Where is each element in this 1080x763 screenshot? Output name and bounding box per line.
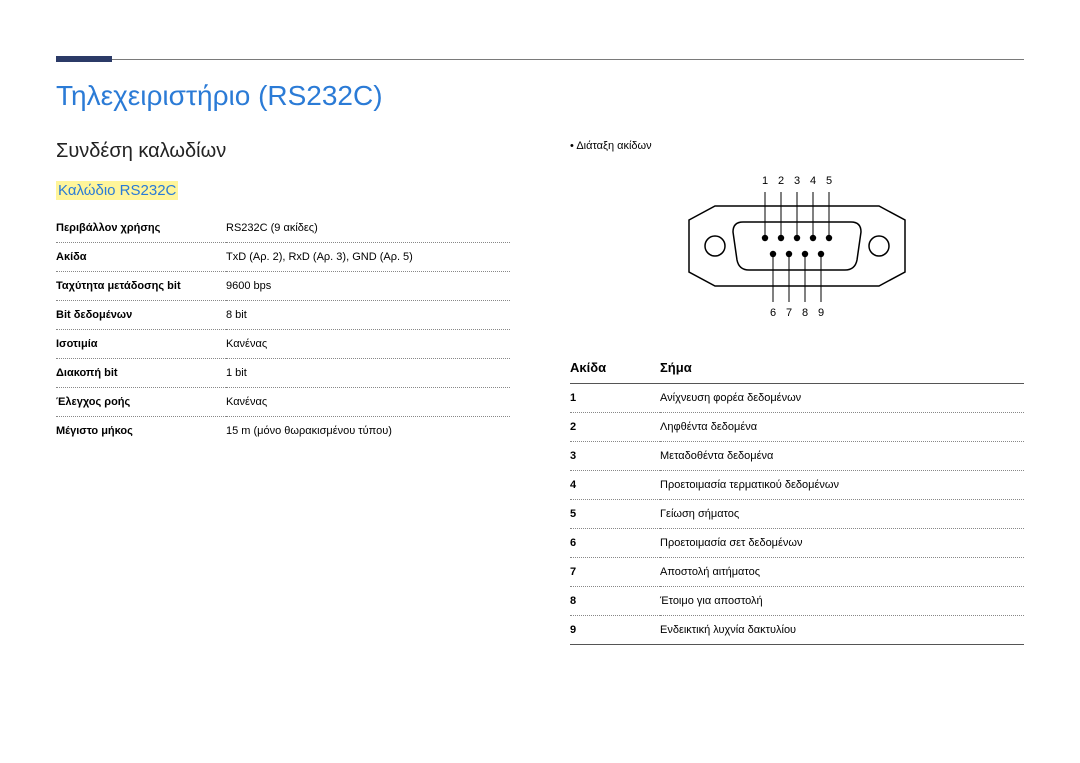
spec-value: TxD (Αρ. 2), RxD (Αρ. 3), GND (Αρ. 5) — [226, 243, 510, 272]
pin-num: 9 — [570, 616, 660, 645]
pin-num: 3 — [570, 442, 660, 471]
pin-num: 8 — [570, 587, 660, 616]
spec-row: Bit δεδομένων8 bit — [56, 301, 510, 330]
pin-row: 4Προετοιμασία τερματικού δεδομένων — [570, 471, 1024, 500]
spec-row: Έλεγχος ροήςΚανένας — [56, 388, 510, 417]
pin-num: 2 — [570, 413, 660, 442]
pin-num: 1 — [570, 384, 660, 413]
accent-bar — [56, 56, 112, 62]
pin-num: 7 — [570, 558, 660, 587]
connector-diagram: 12345 6789 — [570, 166, 1024, 326]
spec-value: 1 bit — [226, 359, 510, 388]
svg-text:8: 8 — [802, 307, 808, 319]
spec-value: 9600 bps — [226, 272, 510, 301]
spec-key: Ταχύτητα μετάδοσης bit — [56, 272, 226, 301]
pin-layout-label: Διάταξη ακίδων — [570, 140, 1024, 152]
spec-row: Μέγιστο μήκος15 m (μόνο θωρακισμένου τύπ… — [56, 417, 510, 446]
sub-heading: Καλώδιο RS232C — [56, 181, 178, 200]
pin-row: 5Γείωση σήματος — [570, 500, 1024, 529]
svg-text:6: 6 — [770, 307, 776, 319]
spec-key: Bit δεδομένων — [56, 301, 226, 330]
columns: Συνδέση καλωδίων Καλώδιο RS232C Περιβάλλ… — [56, 140, 1024, 645]
pin-signal: Αποστολή αιτήματος — [660, 558, 1024, 587]
pin-signal: Ανίχνευση φορέα δεδομένων — [660, 384, 1024, 413]
pin-row: 7Αποστολή αιτήματος — [570, 558, 1024, 587]
spec-row: ΙσοτιμίαΚανένας — [56, 330, 510, 359]
spec-value: 15 m (μόνο θωρακισμένου τύπου) — [226, 417, 510, 446]
pin-row: 9Ενδεικτική λυχνία δακτυλίου — [570, 616, 1024, 645]
svg-text:9: 9 — [818, 307, 824, 319]
section-heading: Συνδέση καλωδίων — [56, 140, 510, 163]
pin-num: 6 — [570, 529, 660, 558]
pin-row: 1Ανίχνευση φορέα δεδομένων — [570, 384, 1024, 413]
pin-signal: Γείωση σήματος — [660, 500, 1024, 529]
spec-value: 8 bit — [226, 301, 510, 330]
spec-key: Διακοπή bit — [56, 359, 226, 388]
pin-signal: Μεταδοθέντα δεδομένα — [660, 442, 1024, 471]
pin-signal: Έτοιμο για αποστολή — [660, 587, 1024, 616]
pin-header-sig: Σήμα — [660, 352, 1024, 384]
spec-key: Ακίδα — [56, 243, 226, 272]
pin-row: 3Μεταδοθέντα δεδομένα — [570, 442, 1024, 471]
spec-value: RS232C (9 ακίδες) — [226, 214, 510, 243]
right-column: Διάταξη ακίδων 123456789 Ακίδα Σήμα 1Ανί… — [570, 140, 1024, 645]
pin-header-num: Ακίδα — [570, 352, 660, 384]
left-column: Συνδέση καλωδίων Καλώδιο RS232C Περιβάλλ… — [56, 140, 510, 645]
pin-num: 4 — [570, 471, 660, 500]
pin-row: 2Ληφθέντα δεδομένα — [570, 413, 1024, 442]
top-rule — [56, 56, 1024, 62]
page-title: Τηλεχειριστήριο (RS232C) — [56, 80, 1024, 112]
svg-text:5: 5 — [826, 175, 832, 187]
pin-signal: Προετοιμασία τερματικού δεδομένων — [660, 471, 1024, 500]
spec-key: Μέγιστο μήκος — [56, 417, 226, 446]
spec-value: Κανένας — [226, 388, 510, 417]
spec-key: Ισοτιμία — [56, 330, 226, 359]
pin-row: 6Προετοιμασία σετ δεδομένων — [570, 529, 1024, 558]
spec-table: Περιβάλλον χρήσηςRS232C (9 ακίδες)ΑκίδαT… — [56, 214, 510, 445]
spec-row: ΑκίδαTxD (Αρ. 2), RxD (Αρ. 3), GND (Αρ. … — [56, 243, 510, 272]
pin-signal: Ληφθέντα δεδομένα — [660, 413, 1024, 442]
spec-value: Κανένας — [226, 330, 510, 359]
svg-text:2: 2 — [778, 175, 784, 187]
pin-signal: Προετοιμασία σετ δεδομένων — [660, 529, 1024, 558]
pin-table: Ακίδα Σήμα 1Ανίχνευση φορέα δεδομένων2Λη… — [570, 352, 1024, 645]
spec-key: Έλεγχος ροής — [56, 388, 226, 417]
pin-num: 5 — [570, 500, 660, 529]
svg-text:1: 1 — [762, 175, 768, 187]
pin-row: 8Έτοιμο για αποστολή — [570, 587, 1024, 616]
thin-rule — [112, 59, 1024, 60]
db9-connector-icon: 12345 6789 — [669, 166, 925, 326]
spec-row: Περιβάλλον χρήσηςRS232C (9 ακίδες) — [56, 214, 510, 243]
svg-text:3: 3 — [794, 175, 800, 187]
svg-text:7: 7 — [786, 307, 792, 319]
svg-text:4: 4 — [810, 175, 816, 187]
spec-row: Διακοπή bit1 bit — [56, 359, 510, 388]
pin-signal: Ενδεικτική λυχνία δακτυλίου — [660, 616, 1024, 645]
spec-row: Ταχύτητα μετάδοσης bit9600 bps — [56, 272, 510, 301]
spec-key: Περιβάλλον χρήσης — [56, 214, 226, 243]
